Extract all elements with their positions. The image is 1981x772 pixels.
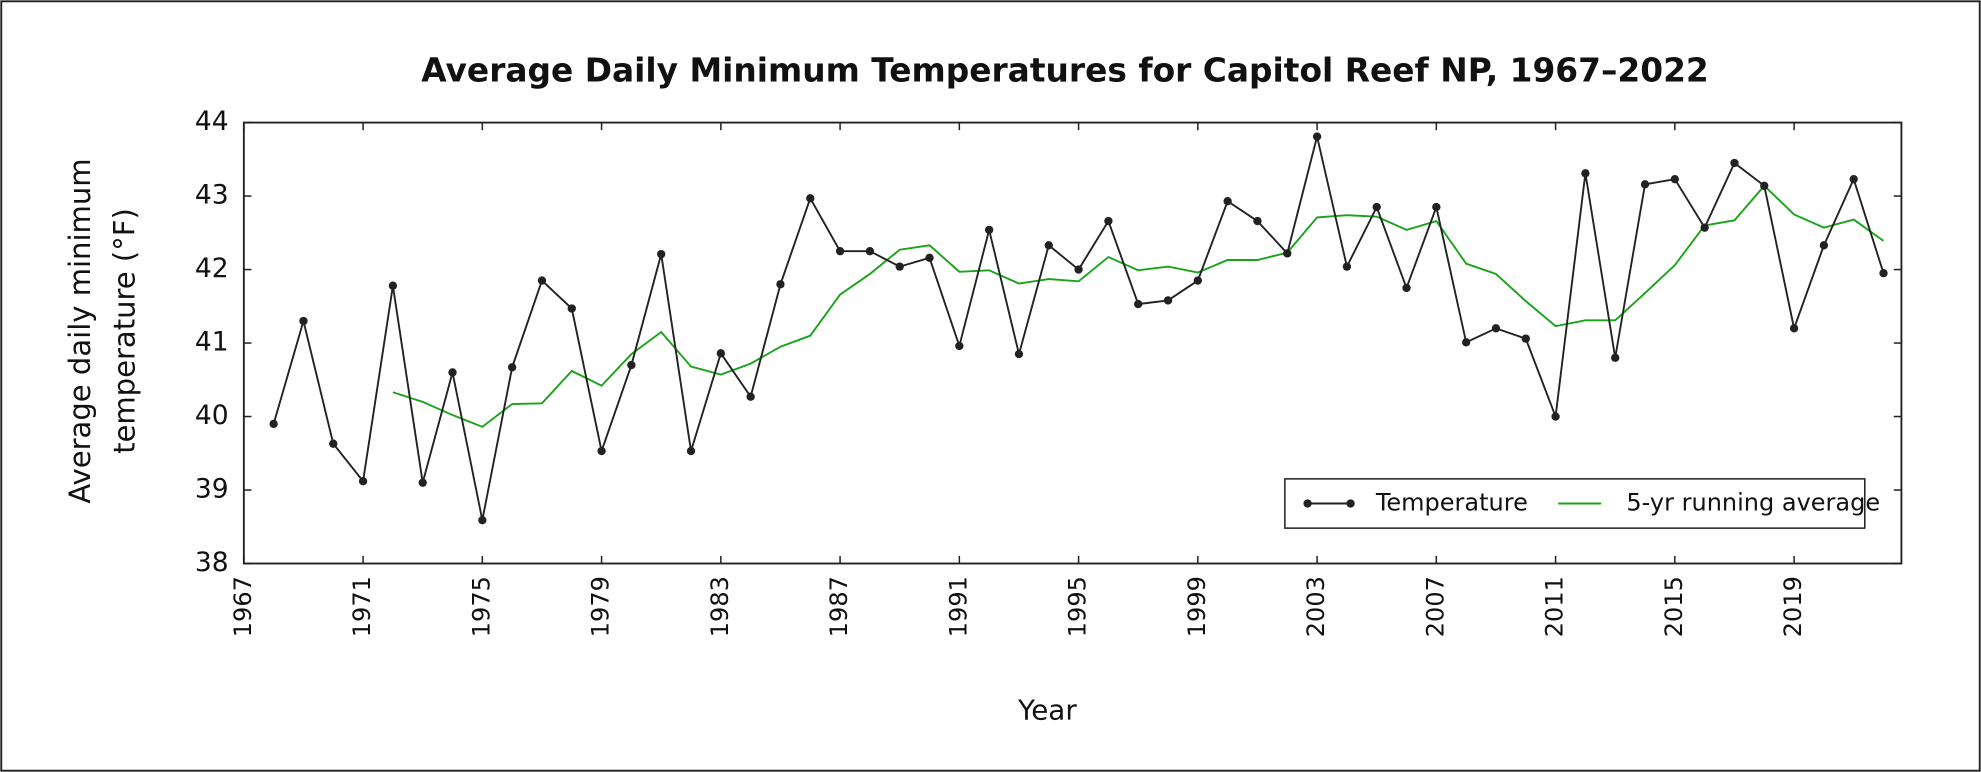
- data-point: [776, 280, 785, 289]
- x-tick-label: 1987: [825, 576, 853, 637]
- data-point: [1611, 353, 1620, 362]
- legend-label: Temperature: [1375, 488, 1528, 516]
- x-tick-label: 1971: [348, 576, 376, 637]
- data-point: [1312, 132, 1322, 141]
- data-point: [1253, 216, 1262, 226]
- data-point: [1134, 299, 1143, 309]
- x-tick-label: 1979: [587, 576, 615, 637]
- data-point: [1879, 269, 1888, 278]
- x-axis-label: Year: [1017, 693, 1077, 726]
- legend-marker: [1303, 499, 1312, 508]
- y-tick-label: 40: [195, 400, 229, 431]
- data-point: [329, 439, 338, 448]
- y-tick-label: 42: [195, 253, 229, 284]
- data-point: [1730, 158, 1739, 168]
- y-tick-label: 38: [195, 547, 229, 578]
- y-axis-label: temperature (°F): [107, 208, 141, 454]
- data-point: [269, 419, 278, 429]
- data-point: [1044, 241, 1053, 250]
- data-point: [567, 304, 576, 313]
- chart-title: Average Daily Minimum Temperatures for C…: [421, 52, 1708, 90]
- x-tick-label: 2019: [1779, 576, 1807, 637]
- data-point: [835, 247, 845, 256]
- x-tick-label: 2015: [1660, 576, 1688, 637]
- data-point: [1193, 276, 1203, 285]
- data-point: [1223, 197, 1232, 206]
- data-point: [1283, 249, 1292, 258]
- data-point: [507, 363, 517, 372]
- data-point: [537, 276, 547, 285]
- data-point: [1342, 262, 1352, 271]
- data-point: [716, 349, 726, 358]
- data-point: [984, 225, 994, 235]
- data-point: [895, 262, 904, 271]
- data-point: [1760, 181, 1769, 190]
- x-tick-label: 1995: [1064, 576, 1092, 637]
- data-point: [746, 392, 755, 401]
- y-tick-label: 44: [195, 106, 229, 137]
- y-tick-label: 39: [195, 474, 229, 505]
- data-point: [1074, 265, 1083, 274]
- x-tick-label: 1983: [706, 576, 734, 637]
- legend-marker: [1346, 499, 1355, 508]
- data-point: [925, 253, 934, 262]
- data-point: [1402, 283, 1411, 293]
- legend-label: 5-yr running average: [1626, 488, 1880, 516]
- data-point: [418, 478, 427, 487]
- data-point: [1819, 241, 1829, 250]
- data-point: [1849, 174, 1858, 184]
- data-point: [358, 477, 368, 486]
- x-tick-label: 1991: [944, 576, 972, 637]
- data-point: [1521, 334, 1530, 343]
- data-point: [1581, 169, 1590, 178]
- data-point: [1670, 174, 1680, 184]
- data-point: [1700, 223, 1709, 232]
- data-point: [1551, 412, 1560, 421]
- y-tick-label: 43: [195, 180, 229, 211]
- x-tick-label: 2007: [1421, 576, 1449, 637]
- y-axis-label: Average daily minimum: [63, 158, 97, 503]
- data-point: [478, 515, 487, 525]
- data-point: [597, 446, 606, 456]
- data-point: [1104, 216, 1113, 226]
- data-point: [686, 446, 696, 456]
- x-tick-label: 1999: [1183, 576, 1211, 637]
- data-point: [388, 281, 398, 290]
- data-point: [448, 368, 457, 377]
- data-point: [806, 194, 815, 203]
- data-point: [1372, 202, 1381, 212]
- data-point: [955, 341, 964, 351]
- data-point: [1461, 338, 1471, 347]
- data-point: [299, 316, 308, 326]
- data-point: [865, 247, 875, 256]
- data-point: [1432, 202, 1441, 212]
- data-point: [1163, 296, 1173, 305]
- y-tick-label: 41: [195, 327, 229, 358]
- x-tick-label: 2011: [1541, 576, 1569, 637]
- x-tick-label: 1975: [467, 576, 495, 637]
- data-point: [1640, 180, 1650, 189]
- series-line: [392, 184, 1885, 428]
- x-tick-label: 1967: [229, 576, 257, 637]
- data-point: [627, 360, 636, 370]
- x-tick-label: 2003: [1302, 576, 1330, 637]
- data-point: [1014, 349, 1024, 359]
- data-point: [1789, 324, 1799, 333]
- data-point: [1491, 324, 1501, 333]
- data-point: [657, 249, 666, 259]
